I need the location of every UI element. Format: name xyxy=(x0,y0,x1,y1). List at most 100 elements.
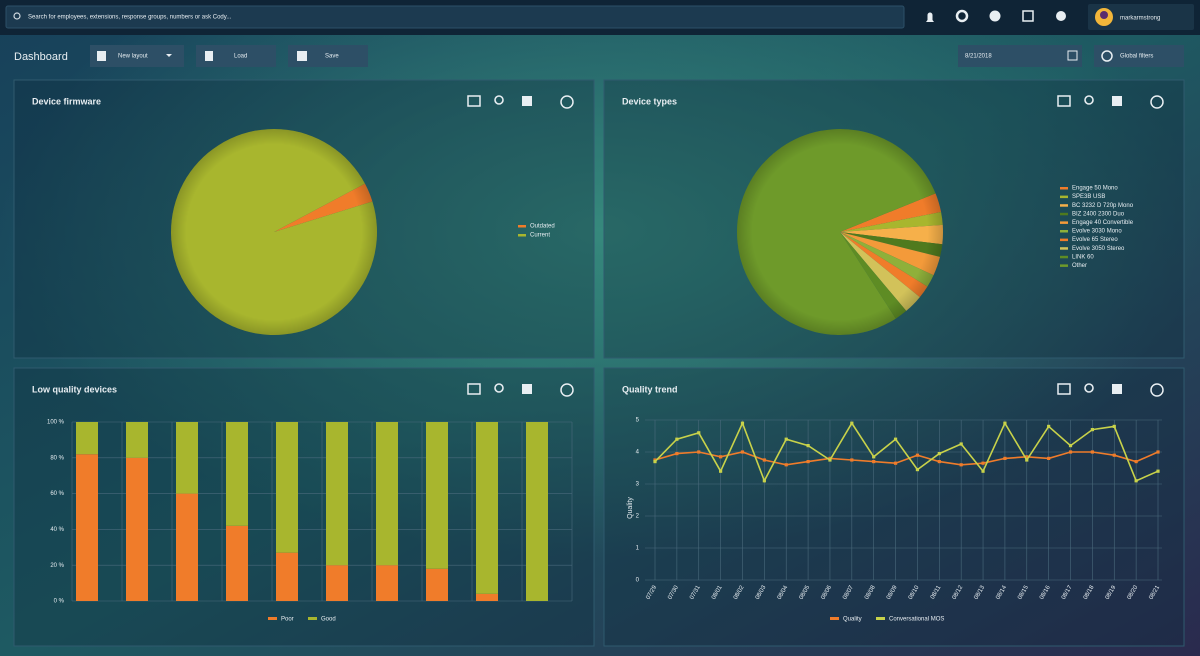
line-point xyxy=(762,458,766,462)
y-tick-label: 60 % xyxy=(50,491,64,497)
zoom-icon[interactable] xyxy=(1084,383,1094,393)
zoom-icon[interactable] xyxy=(1084,95,1094,105)
bar-segment xyxy=(426,422,448,569)
line-point xyxy=(675,452,679,456)
line-point xyxy=(762,479,766,483)
search-box[interactable] xyxy=(5,5,905,29)
zoom-icon[interactable] xyxy=(494,383,504,393)
legend-label: Evolve 65 Stereo xyxy=(1072,237,1118,243)
line-point xyxy=(784,437,788,441)
help-icon[interactable] xyxy=(989,10,1001,22)
y-tick-label: 40 % xyxy=(50,527,64,533)
bar-segment xyxy=(176,422,198,494)
save-chart-icon[interactable] xyxy=(522,384,532,394)
save-chart-icon[interactable] xyxy=(522,96,532,106)
y-tick-label: 0 xyxy=(636,578,640,584)
bar-segment xyxy=(226,422,248,526)
line-point xyxy=(1134,460,1138,464)
close-icon[interactable] xyxy=(1150,383,1164,397)
user-menu[interactable] xyxy=(1088,4,1194,30)
user-avatar-head xyxy=(1100,11,1108,19)
y-axis-label: Quality xyxy=(627,497,634,519)
bar-segment xyxy=(276,422,298,553)
export-icon[interactable] xyxy=(1057,383,1071,395)
extensions-icon[interactable] xyxy=(1056,11,1066,21)
bar-segment xyxy=(76,454,98,601)
calendar-icon xyxy=(1067,50,1078,61)
legend-label: Conversational MOS xyxy=(889,617,944,623)
save-chart-icon[interactable] xyxy=(1112,384,1122,394)
legend-swatch xyxy=(1060,221,1068,224)
apps-icon[interactable] xyxy=(1022,10,1034,22)
line-point xyxy=(719,455,723,459)
y-tick-label: 5 xyxy=(636,418,640,424)
save-button[interactable] xyxy=(288,45,368,67)
zoom-icon[interactable] xyxy=(494,95,504,105)
date-picker[interactable] xyxy=(958,45,1082,67)
legend-swatch xyxy=(518,225,526,228)
y-tick-label: 1 xyxy=(636,546,640,552)
line-point xyxy=(893,461,898,465)
line-point xyxy=(915,468,920,472)
date-value: 8/21/2018 xyxy=(965,54,992,60)
line-series xyxy=(654,451,1159,466)
panel xyxy=(13,367,595,647)
export-icon[interactable] xyxy=(467,95,481,107)
panel xyxy=(603,367,1185,647)
line-point xyxy=(1003,456,1007,460)
save-icon xyxy=(297,51,307,61)
global-filters-icon xyxy=(1101,50,1113,62)
legend-label: Good xyxy=(321,617,336,623)
legend-swatch xyxy=(308,617,317,620)
bar-segment xyxy=(476,593,498,601)
notification-icon[interactable] xyxy=(926,12,934,23)
panel-title: Device firmware xyxy=(32,96,101,106)
close-icon[interactable] xyxy=(560,383,574,397)
bar-segment xyxy=(326,565,348,601)
line-series xyxy=(654,421,1159,483)
line-point xyxy=(1156,450,1160,454)
y-tick-label: 4 xyxy=(636,450,640,456)
line-point xyxy=(719,469,723,473)
y-tick-label: 2 xyxy=(636,514,640,520)
legend-swatch xyxy=(518,234,526,237)
export-icon[interactable] xyxy=(1057,95,1071,107)
pie-shade xyxy=(737,129,943,335)
line-point xyxy=(1047,456,1051,460)
line-point xyxy=(959,463,963,467)
legend-label: BC 3232 D 720p Mono xyxy=(1072,203,1134,209)
load-button[interactable] xyxy=(196,45,276,67)
save-chart-icon[interactable] xyxy=(1112,96,1122,106)
export-icon[interactable] xyxy=(467,383,481,395)
line-point xyxy=(1068,444,1073,448)
line-point xyxy=(1156,469,1160,473)
legend-label: Current xyxy=(530,233,550,239)
close-icon[interactable] xyxy=(560,95,574,109)
line-point xyxy=(937,460,941,464)
legend-label: Quality xyxy=(843,617,862,623)
line-point xyxy=(740,421,745,425)
global-filters-button[interactable] xyxy=(1094,45,1184,67)
search-placeholder: Search for employees, extensions, respon… xyxy=(28,15,232,21)
line-point xyxy=(1134,479,1138,483)
settings-icon[interactable] xyxy=(955,9,969,23)
close-icon[interactable] xyxy=(1150,95,1164,109)
bar-segment xyxy=(176,493,198,601)
user-name: markarmstrong xyxy=(1120,16,1160,22)
new-layout-button[interactable] xyxy=(90,45,184,67)
bar-segment xyxy=(376,422,398,566)
legend-label: Poor xyxy=(281,617,294,623)
bar-segment xyxy=(326,422,348,566)
legend-label: Evolve 3030 Mono xyxy=(1072,229,1122,235)
bar-segment xyxy=(526,422,548,601)
load-icon xyxy=(205,51,213,61)
pie-shade xyxy=(171,129,377,335)
legend-swatch xyxy=(1060,187,1068,190)
new-layout-label: New layout xyxy=(118,54,148,60)
line-point xyxy=(981,469,985,473)
line-point xyxy=(697,431,701,435)
legend-swatch xyxy=(1060,264,1068,267)
line-point xyxy=(893,437,898,441)
